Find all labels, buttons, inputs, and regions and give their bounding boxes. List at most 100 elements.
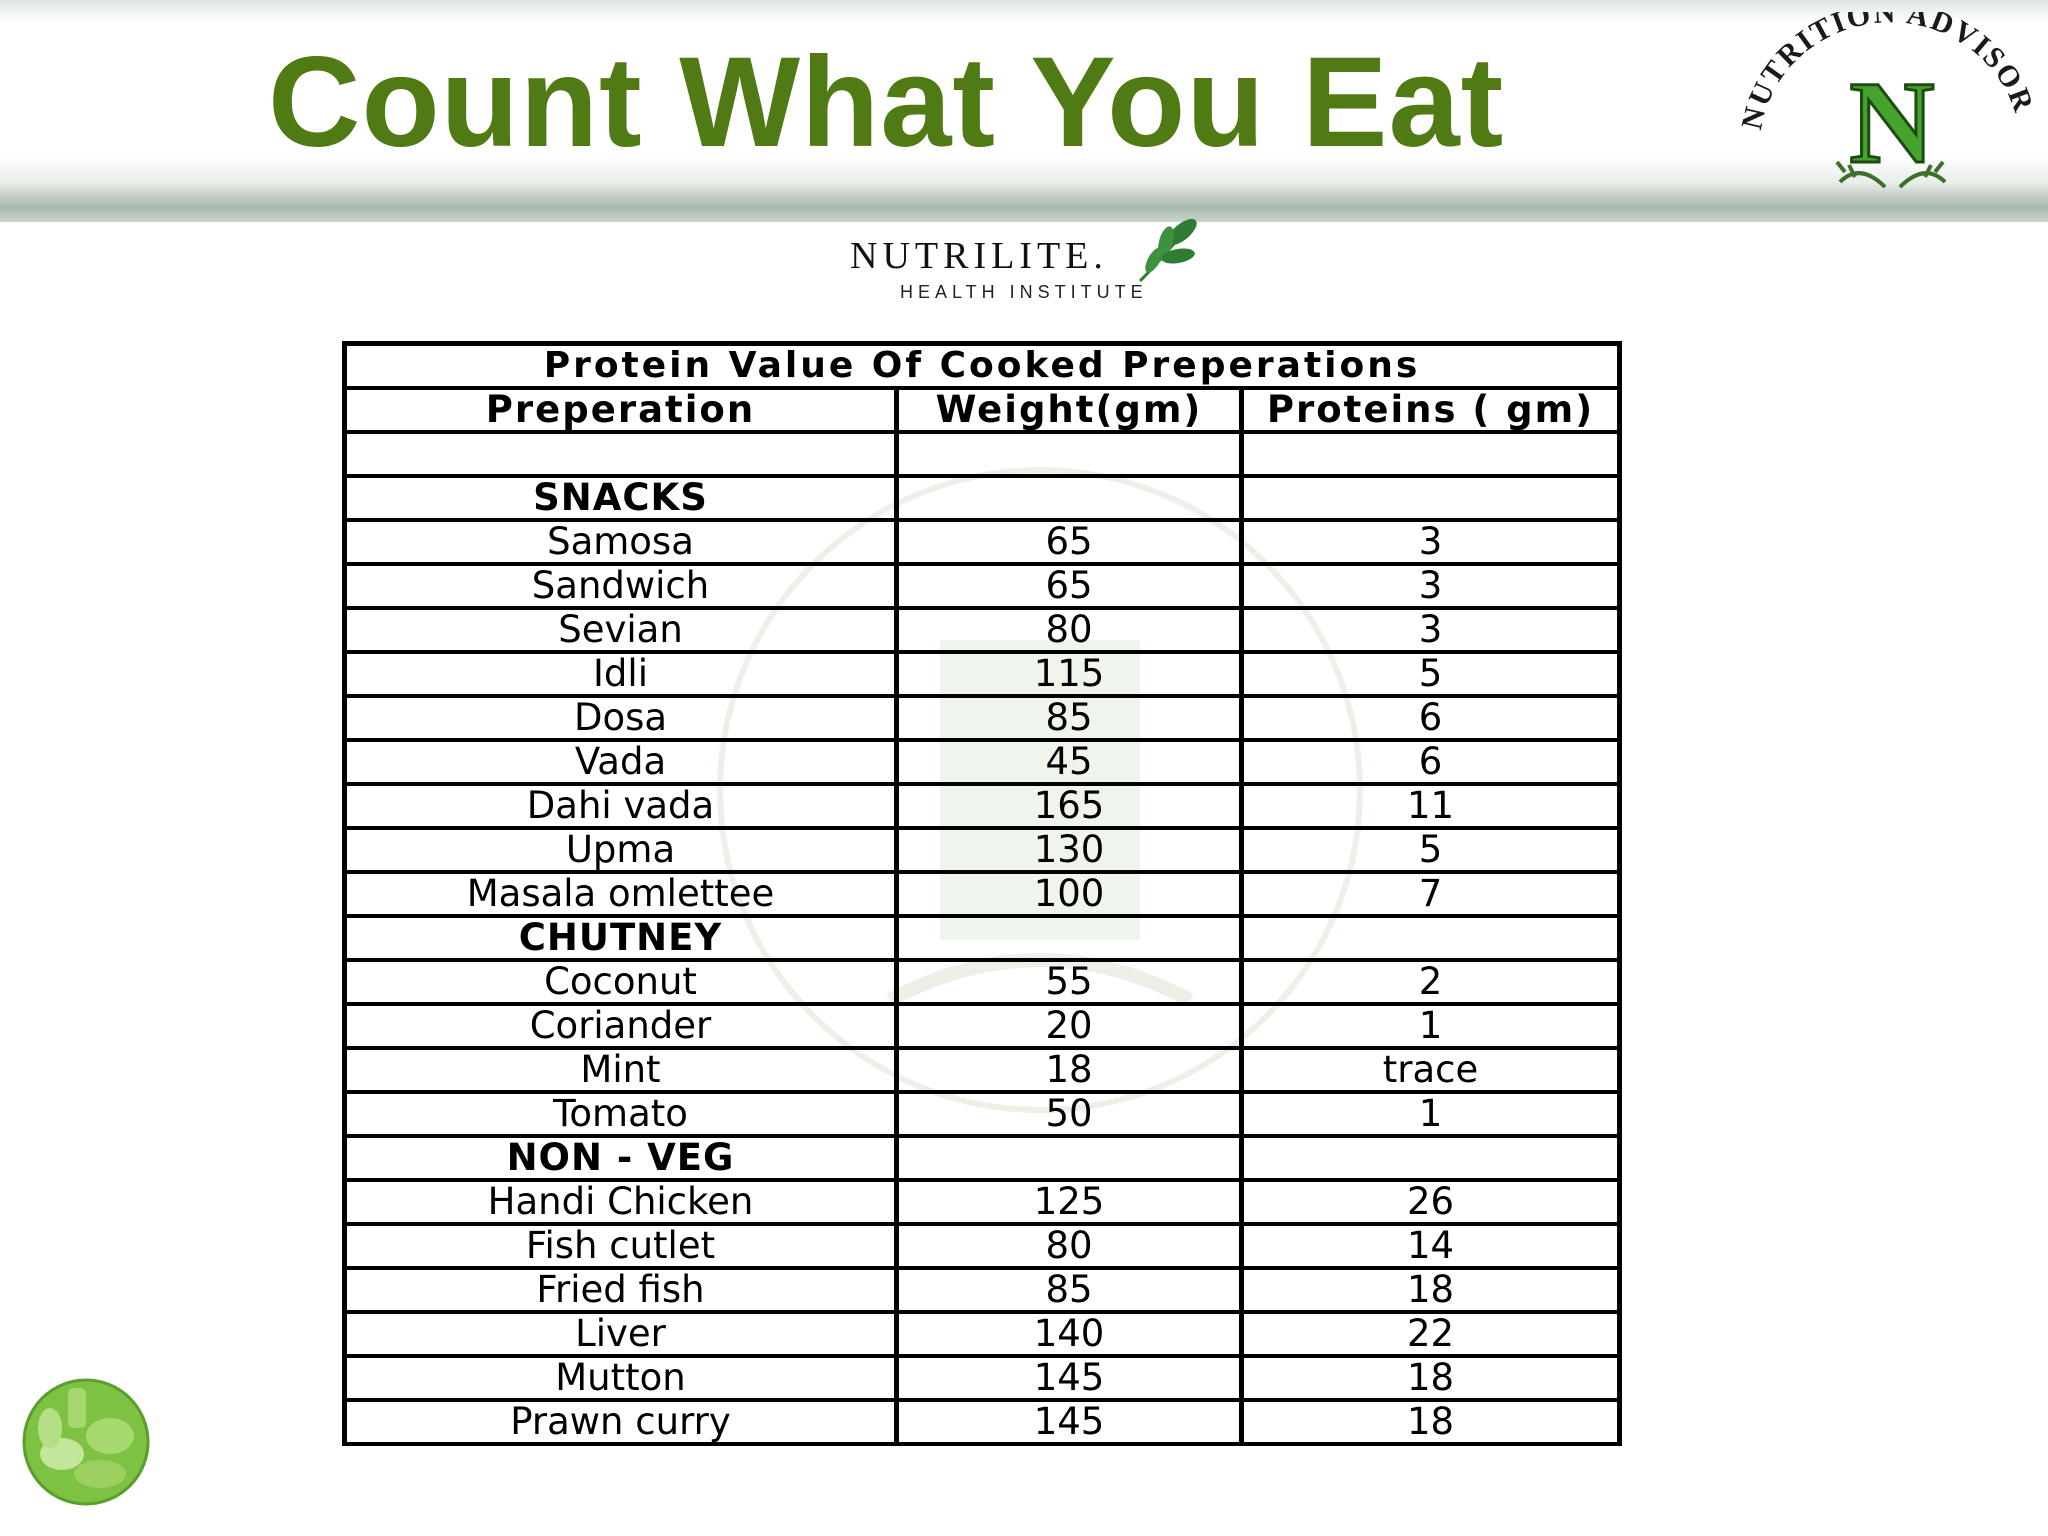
- table-group-row: CHUTNEY: [342, 918, 1622, 962]
- table-row: Coconut 55 2: [342, 962, 1622, 1006]
- cell-weight: [894, 1138, 1239, 1182]
- slide-title: Count What You Eat: [268, 31, 1505, 174]
- table-row: Mutton 145 18: [342, 1358, 1622, 1402]
- cell-preparation: Samosa: [342, 522, 894, 566]
- cell-weight: [894, 434, 1239, 478]
- protein-table: Protein Value Of Cooked Preperations Pre…: [342, 341, 1622, 1446]
- cell-preparation: Vada: [342, 742, 894, 786]
- cell-proteins: 5: [1239, 654, 1622, 698]
- table-row: Dahi vada 165 11: [342, 786, 1622, 830]
- cell-weight: 145: [894, 1358, 1239, 1402]
- cell-preparation: Dahi vada: [342, 786, 894, 830]
- cell-preparation: Dosa: [342, 698, 894, 742]
- cell-proteins: [1239, 478, 1622, 522]
- cell-weight: 65: [894, 566, 1239, 610]
- table-row: Vada 45 6: [342, 742, 1622, 786]
- table-row: Samosa 65 3: [342, 522, 1622, 566]
- cell-proteins: 5: [1239, 830, 1622, 874]
- cell-weight: 20: [894, 1006, 1239, 1050]
- cell-preparation: [342, 434, 894, 478]
- cell-weight: 145: [894, 1402, 1239, 1446]
- table-row: Coriander 20 1: [342, 1006, 1622, 1050]
- cell-preparation: Idli: [342, 654, 894, 698]
- table-row: Handi Chicken 125 26: [342, 1182, 1622, 1226]
- cell-weight: 100: [894, 874, 1239, 918]
- table-row: Liver 140 22: [342, 1314, 1622, 1358]
- vegetables-icon: [22, 1378, 150, 1506]
- cell-preparation: Coriander: [342, 1006, 894, 1050]
- cell-weight: 85: [894, 1270, 1239, 1314]
- seal-letter: N: [1849, 57, 1934, 188]
- table-row: Fish cutlet 80 14: [342, 1226, 1622, 1270]
- cell-proteins: 2: [1239, 962, 1622, 1006]
- cell-preparation: Mutton: [342, 1358, 894, 1402]
- cell-preparation: NON - VEG: [342, 1138, 894, 1182]
- seal-watermark-icon: [717, 467, 1363, 1113]
- cell-proteins: 7: [1239, 874, 1622, 918]
- nutrilite-logo: NUTRILITE. HEALTH INSTITUTE: [850, 216, 1210, 306]
- cell-preparation: Fish cutlet: [342, 1226, 894, 1270]
- table-row: Mint 18 trace: [342, 1050, 1622, 1094]
- table-group-row: NON - VEG: [342, 1138, 1622, 1182]
- cell-preparation: Masala omlettee: [342, 874, 894, 918]
- table-row: Upma 130 5: [342, 830, 1622, 874]
- cell-weight: 50: [894, 1094, 1239, 1138]
- cell-proteins: 22: [1239, 1314, 1622, 1358]
- cell-preparation: Sandwich: [342, 566, 894, 610]
- table-row: Sandwich 65 3: [342, 566, 1622, 610]
- cell-weight: [894, 478, 1239, 522]
- cell-preparation: Liver: [342, 1314, 894, 1358]
- cell-preparation: Handi Chicken: [342, 1182, 894, 1226]
- cell-weight: 55: [894, 962, 1239, 1006]
- header-band: [0, 0, 2048, 222]
- cell-weight: 165: [894, 786, 1239, 830]
- cell-preparation: Coconut: [342, 962, 894, 1006]
- cell-proteins: 3: [1239, 522, 1622, 566]
- cell-preparation: CHUTNEY: [342, 918, 894, 962]
- cell-proteins: 3: [1239, 566, 1622, 610]
- cell-proteins: trace: [1239, 1050, 1622, 1094]
- cell-preparation: SNACKS: [342, 478, 894, 522]
- cell-weight: 45: [894, 742, 1239, 786]
- cell-proteins: 1: [1239, 1006, 1622, 1050]
- cell-proteins: 14: [1239, 1226, 1622, 1270]
- cell-preparation: Upma: [342, 830, 894, 874]
- table-row: [342, 434, 1622, 478]
- table-group-row: SNACKS: [342, 478, 1622, 522]
- table-caption-row: Protein Value Of Cooked Preperations: [342, 341, 1622, 390]
- cell-weight: 125: [894, 1182, 1239, 1226]
- nutrilite-leaf-icon: [1138, 218, 1197, 283]
- header-preparation: Preperation: [342, 390, 894, 434]
- cell-proteins: 26: [1239, 1182, 1622, 1226]
- table-caption: Protein Value Of Cooked Preperations: [342, 341, 1622, 390]
- header-proteins: Proteins ( gm): [1239, 390, 1622, 434]
- cell-weight: 80: [894, 1226, 1239, 1270]
- table-row: Prawn curry 145 18: [342, 1402, 1622, 1446]
- cell-weight: 115: [894, 654, 1239, 698]
- table-header-row: Preperation Weight(gm) Proteins ( gm): [342, 390, 1622, 434]
- table-row: Idli 115 5: [342, 654, 1622, 698]
- table-row: Sevian 80 3: [342, 610, 1622, 654]
- table-row: Dosa 85 6: [342, 698, 1622, 742]
- cell-preparation: Tomato: [342, 1094, 894, 1138]
- cell-weight: 85: [894, 698, 1239, 742]
- cell-weight: 80: [894, 610, 1239, 654]
- cell-proteins: 18: [1239, 1358, 1622, 1402]
- cell-weight: 18: [894, 1050, 1239, 1094]
- cell-proteins: 6: [1239, 742, 1622, 786]
- table-row: Tomato 50 1: [342, 1094, 1622, 1138]
- cell-proteins: 6: [1239, 698, 1622, 742]
- cell-proteins: 18: [1239, 1270, 1622, 1314]
- cell-weight: 130: [894, 830, 1239, 874]
- cell-proteins: 1: [1239, 1094, 1622, 1138]
- cell-proteins: 18: [1239, 1402, 1622, 1446]
- cell-weight: [894, 918, 1239, 962]
- table-row: Fried fish 85 18: [342, 1270, 1622, 1314]
- header-weight: Weight(gm): [894, 390, 1239, 434]
- cell-weight: 65: [894, 522, 1239, 566]
- cell-preparation: Prawn curry: [342, 1402, 894, 1446]
- cell-proteins: [1239, 918, 1622, 962]
- table-row: Masala omlettee 100 7: [342, 874, 1622, 918]
- cell-preparation: Fried fish: [342, 1270, 894, 1314]
- cell-proteins: [1239, 434, 1622, 478]
